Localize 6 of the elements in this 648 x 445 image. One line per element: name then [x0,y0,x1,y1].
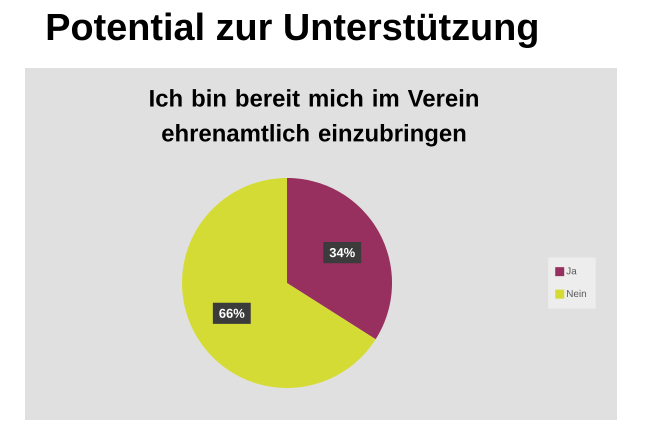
legend-label: Nein [567,290,586,298]
chart-subtitle: Ich bin bereit mich im Verein ehrenamtlich einzubringen [150,89,478,146]
chart-title: Potential zur Unterstützung [48,12,537,48]
legend-label: Ja [566,267,577,274]
data-label: 34% [330,248,355,258]
data-label: 66% [219,308,244,318]
